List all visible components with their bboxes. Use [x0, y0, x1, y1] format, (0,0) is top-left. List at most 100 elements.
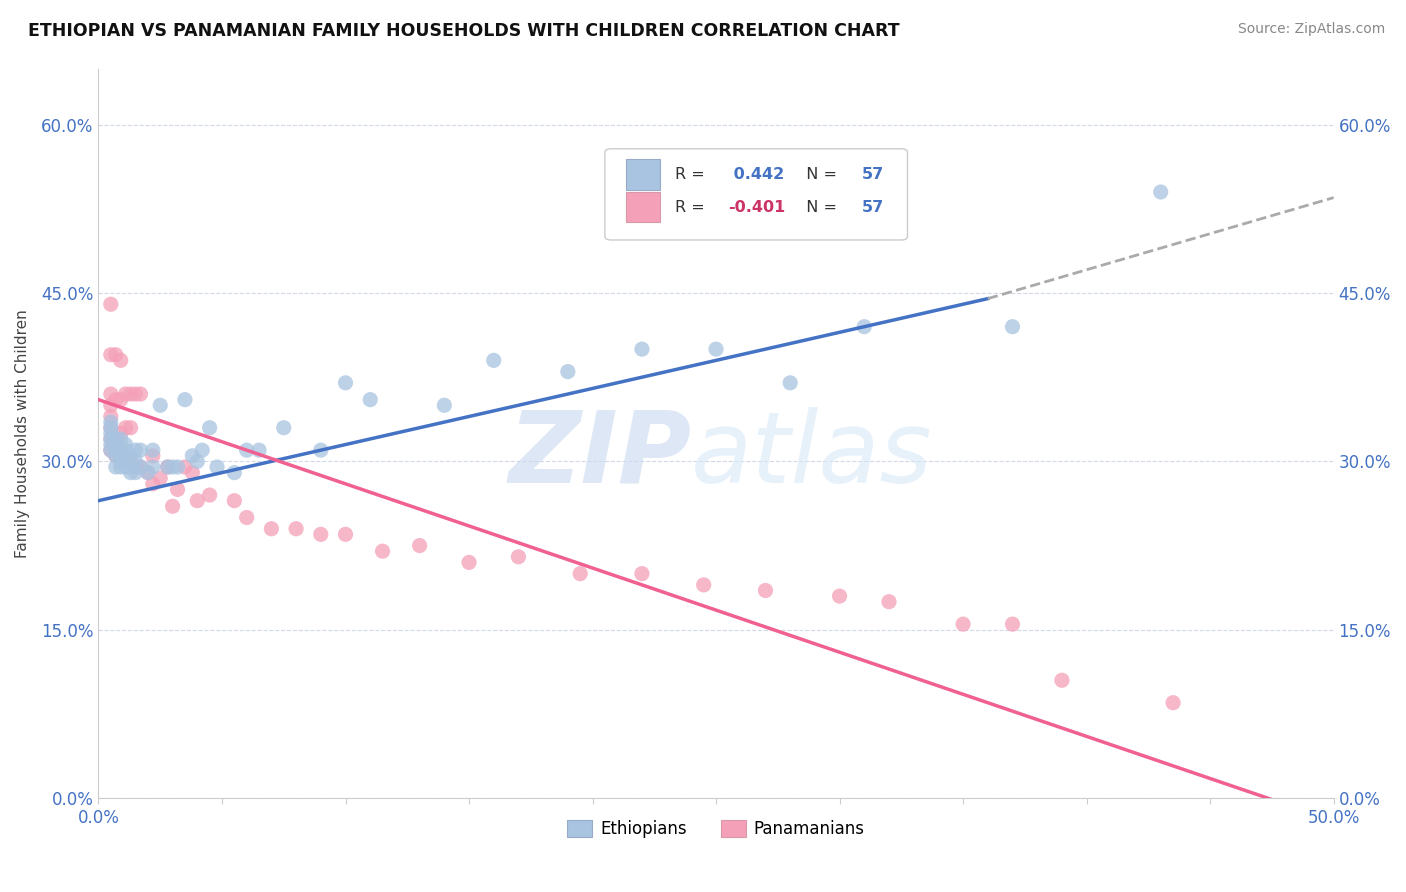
Point [120, 460, 142, 475]
Point [100, 421, 122, 435]
Point [129, 460, 152, 475]
Point [129, 387, 152, 401]
Point [198, 421, 221, 435]
Point [110, 460, 132, 475]
Point [100, 415, 122, 429]
Point [129, 460, 152, 475]
Point [100, 387, 122, 401]
Text: R =: R = [675, 167, 710, 182]
Point [104, 443, 127, 458]
Point [631, 566, 654, 581]
Point [100, 432, 122, 446]
Point [100, 443, 122, 458]
Point [877, 595, 900, 609]
Point [181, 466, 204, 480]
Point [224, 493, 246, 508]
Text: N =: N = [796, 200, 842, 215]
Point [110, 443, 132, 458]
Point [174, 460, 197, 475]
Point [120, 387, 142, 401]
Point [198, 488, 221, 502]
Point [235, 443, 257, 458]
Point [433, 398, 456, 412]
Point [508, 549, 530, 564]
Point [828, 589, 851, 603]
Point [162, 500, 184, 514]
Point [124, 387, 146, 401]
Point [952, 617, 974, 632]
FancyBboxPatch shape [626, 159, 661, 190]
Point [110, 426, 132, 441]
Point [114, 387, 136, 401]
Point [110, 392, 132, 407]
Point [114, 437, 136, 451]
Point [754, 583, 776, 598]
Point [104, 348, 127, 362]
Point [100, 398, 122, 412]
Point [100, 432, 122, 446]
Point [569, 566, 592, 581]
Legend: Ethiopians, Panamanians: Ethiopians, Panamanians [561, 813, 872, 845]
Point [408, 539, 430, 553]
Point [704, 342, 727, 356]
Point [174, 392, 197, 407]
Point [166, 460, 188, 475]
Point [110, 443, 132, 458]
Point [110, 353, 132, 368]
Point [181, 449, 204, 463]
Point [779, 376, 801, 390]
Text: 57: 57 [862, 200, 884, 215]
Point [114, 454, 136, 468]
Point [149, 471, 172, 485]
Point [100, 409, 122, 424]
Point [1001, 319, 1024, 334]
Point [124, 466, 146, 480]
Point [162, 460, 184, 475]
Point [114, 443, 136, 458]
Text: Source: ZipAtlas.com: Source: ZipAtlas.com [1237, 22, 1385, 37]
Point [114, 460, 136, 475]
Point [631, 342, 654, 356]
Point [142, 443, 165, 458]
Point [114, 421, 136, 435]
Text: ETHIOPIAN VS PANAMANIAN FAMILY HOUSEHOLDS WITH CHILDREN CORRELATION CHART: ETHIOPIAN VS PANAMANIAN FAMILY HOUSEHOLD… [28, 22, 900, 40]
Point [285, 522, 308, 536]
Point [104, 449, 127, 463]
Point [371, 544, 394, 558]
Point [100, 443, 122, 458]
Point [142, 460, 165, 475]
Point [149, 398, 172, 412]
Point [110, 432, 132, 446]
Point [247, 443, 270, 458]
Point [1050, 673, 1073, 688]
Point [335, 376, 357, 390]
Point [273, 421, 295, 435]
Point [309, 443, 332, 458]
Point [104, 460, 127, 475]
Text: -0.401: -0.401 [728, 200, 786, 215]
Point [359, 392, 381, 407]
Text: N =: N = [796, 167, 842, 182]
Point [693, 578, 716, 592]
Point [191, 443, 214, 458]
Point [104, 449, 127, 463]
Point [120, 449, 142, 463]
Text: R =: R = [675, 200, 710, 215]
Point [235, 510, 257, 524]
Point [104, 432, 127, 446]
Point [205, 460, 228, 475]
Point [156, 460, 179, 475]
Point [104, 392, 127, 407]
Point [186, 454, 208, 468]
Point [120, 454, 142, 468]
Point [1161, 696, 1184, 710]
Point [186, 493, 208, 508]
Point [136, 466, 159, 480]
Point [100, 348, 122, 362]
Point [142, 476, 165, 491]
Point [1150, 185, 1173, 199]
Point [124, 443, 146, 458]
Point [260, 522, 283, 536]
Point [853, 319, 876, 334]
Point [458, 556, 481, 570]
